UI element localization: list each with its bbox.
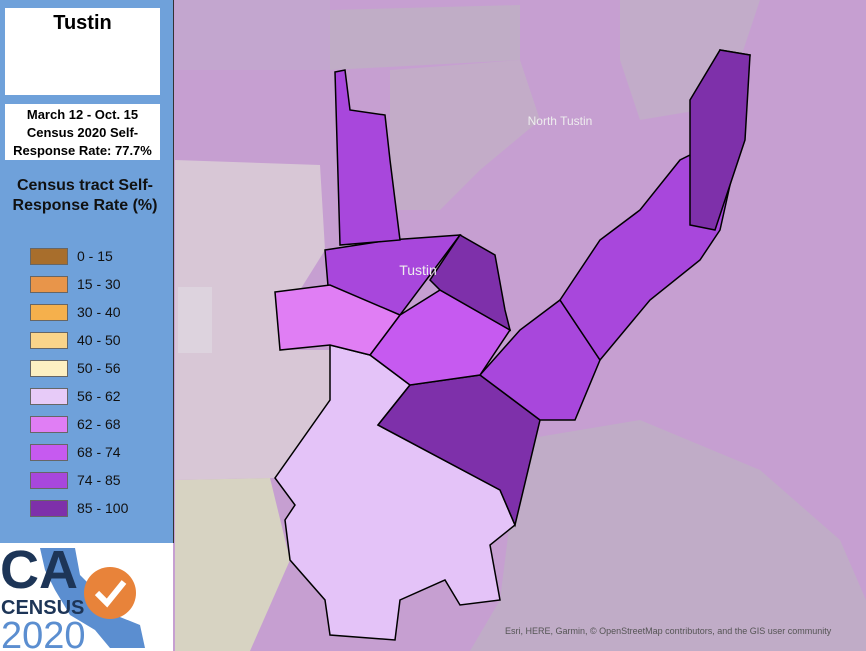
legend-label: 40 - 50 [77, 332, 121, 348]
side-panel: Tustin March 12 - Oct. 15 Census 2020 Sel… [0, 0, 174, 543]
place-label: North Tustin [528, 114, 593, 128]
tract [429, 234, 512, 332]
area [470, 420, 866, 651]
logo-check [94, 580, 127, 608]
tract [274, 284, 402, 356]
legend-swatch [30, 304, 68, 321]
subtitle: March 12 - Oct. 15 Census 2020 Self- Respo… [5, 104, 160, 160]
subtitle-line: Response Rate: 77.7% [13, 143, 152, 158]
area [175, 478, 290, 651]
legend-swatch [30, 360, 68, 377]
logo-text: CENSUS [1, 597, 84, 619]
area [330, 5, 520, 70]
legend-label: 85 - 100 [77, 500, 129, 516]
tract [689, 49, 751, 231]
legend-label: 68 - 74 [77, 444, 121, 460]
legend-swatch [30, 416, 68, 433]
subtitle-line: March 12 - Oct. 15 [26, 107, 139, 122]
tract [334, 69, 401, 246]
attribution: Esri, HERE, Garmin, © OpenStreetMap cont… [505, 626, 832, 636]
area [620, 0, 760, 120]
legend-swatch [30, 248, 68, 265]
legend-swatch [30, 276, 68, 293]
area [175, 160, 330, 480]
legend-label: 62 - 68 [77, 416, 121, 432]
legend-label: 0 - 15 [77, 248, 113, 264]
legend-label: 15 - 30 [77, 276, 121, 292]
logo-text: CA [0, 540, 78, 600]
place-label: Tustin [399, 262, 437, 278]
legend-label: 56 - 62 [77, 388, 121, 404]
legend-swatch [30, 332, 68, 349]
legend-label: 30 - 40 [77, 304, 121, 320]
subtitle-line: Census 2020 Self- [26, 125, 139, 140]
logo-circle [84, 567, 136, 619]
legend-label: 74 - 85 [77, 472, 121, 488]
legend-swatch [30, 500, 68, 517]
title: Tustin [5, 8, 160, 95]
legend-swatch [30, 388, 68, 405]
area [178, 287, 212, 353]
area [390, 60, 540, 210]
area [175, 0, 330, 70]
legend-title: Census tract Self-Response Rate (%) [12, 177, 158, 214]
legend-label: 50 - 56 [77, 360, 121, 376]
logo-text: 2020 [1, 615, 86, 651]
legend-swatch [30, 444, 68, 461]
legend-swatch [30, 472, 68, 489]
